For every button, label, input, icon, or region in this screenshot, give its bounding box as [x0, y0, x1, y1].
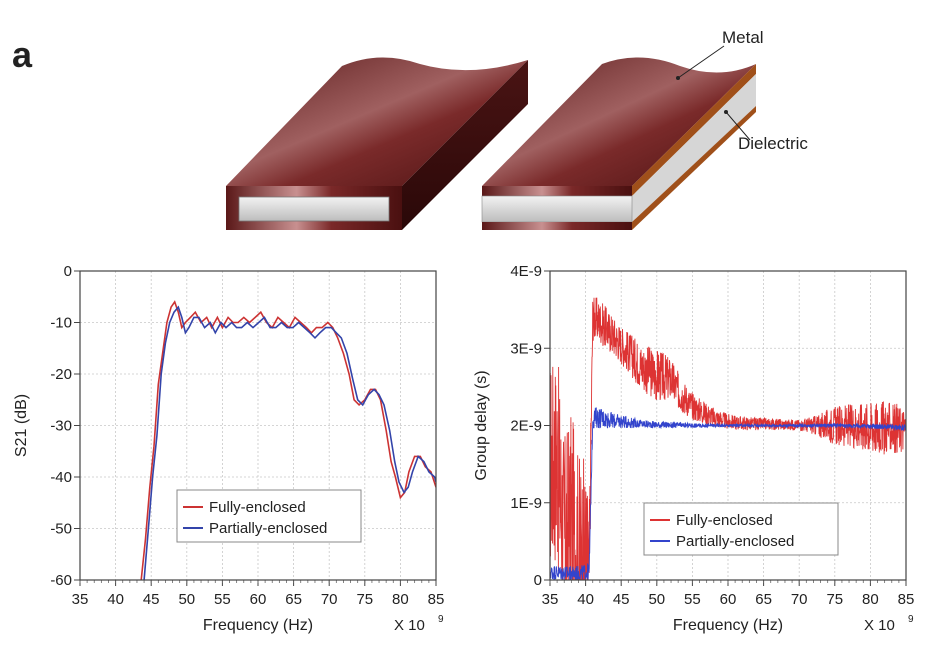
s21-chart: 35 40 45 50 55 60 65 70 75 80 85 0 -10 -20 -30 -40 -50 -6…: [13, 263, 445, 634]
y-tick-label: 3E-9: [510, 340, 542, 357]
x-tick-label: 35: [72, 591, 89, 608]
x-multiplier-exponent: 9: [438, 614, 444, 625]
series-line-fully-enclosed: [140, 300, 436, 580]
plot-frame: [79, 270, 437, 581]
x-tick-label: 35: [542, 591, 559, 608]
y-tick-label: -60: [50, 572, 72, 589]
x-tick-label: 70: [321, 591, 338, 608]
x-tick-label: 85: [428, 591, 445, 608]
x-tick-label: 70: [791, 591, 808, 608]
x-tick-label: 85: [898, 591, 915, 608]
x-tick-label: 40: [107, 591, 124, 608]
y-tick-label: -40: [50, 469, 72, 486]
fully-enclosed-waveguide: [226, 57, 528, 230]
legend-label: Partially-enclosed: [676, 533, 794, 550]
y-tick-label: -20: [50, 366, 72, 383]
metal-callout-line: [677, 45, 725, 79]
y-tick-label: 0: [64, 263, 72, 280]
series-line-partially-enclosed: [143, 305, 436, 580]
x-tick-label: 60: [250, 591, 267, 608]
x-tick-label: 60: [720, 591, 737, 608]
y-tick-label: -10: [50, 315, 72, 332]
series-line-partially-enclosed: [550, 407, 906, 580]
legend-label: Fully-enclosed: [209, 499, 306, 516]
x-tick-label: 55: [214, 591, 231, 608]
y-tick-label: -50: [50, 521, 72, 538]
dielectric-callout-line: [725, 111, 751, 141]
x-axis-label: Frequency (Hz): [203, 617, 313, 634]
x-tick-label: 75: [826, 591, 843, 608]
group-delay-chart: 35 40 45 50 55 60 65 70 75 80 85 4E-9 3E-9 2E-9 1E-9 0 F…: [473, 263, 915, 634]
x-tick-label: 80: [392, 591, 409, 608]
y-tick-label: 2E-9: [510, 418, 542, 435]
x-axis-label: Frequency (Hz): [673, 617, 783, 634]
y-axis-label: Group delay (s): [473, 370, 490, 480]
x-multiplier-label: X 10: [864, 617, 895, 634]
x-tick-label: 65: [285, 591, 302, 608]
metal-label: Metal: [722, 28, 764, 47]
panel-label: a: [12, 34, 33, 75]
x-multiplier-exponent: 9: [908, 614, 914, 625]
y-tick-label: 4E-9: [510, 263, 542, 280]
x-tick-label: 45: [143, 591, 160, 608]
legend-box: [176, 489, 362, 543]
x-tick-label: 50: [178, 591, 195, 608]
x-tick-label: 75: [356, 591, 373, 608]
dielectric-callout-dot: [724, 110, 728, 114]
series-line-fully-enclosed: [550, 297, 906, 580]
x-tick-label: 55: [684, 591, 701, 608]
y-tick-label: -30: [50, 418, 72, 435]
x-tick-label: 40: [577, 591, 594, 608]
plot-frame: [549, 270, 907, 581]
legend-label: Partially-enclosed: [209, 520, 327, 537]
y-tick-label: 0: [534, 572, 542, 589]
x-tick-label: 80: [862, 591, 879, 608]
legend-box: [643, 502, 839, 556]
legend-label: Fully-enclosed: [676, 512, 773, 529]
x-tick-label: 50: [648, 591, 665, 608]
x-tick-label: 45: [613, 591, 630, 608]
y-axis-label: S21 (dB): [13, 394, 30, 457]
y-tick-label: 1E-9: [510, 495, 542, 512]
metal-callout-dot: [676, 76, 680, 80]
x-multiplier-label: X 10: [394, 617, 425, 634]
dielectric-label: Dielectric: [738, 134, 808, 153]
x-tick-label: 65: [755, 591, 772, 608]
